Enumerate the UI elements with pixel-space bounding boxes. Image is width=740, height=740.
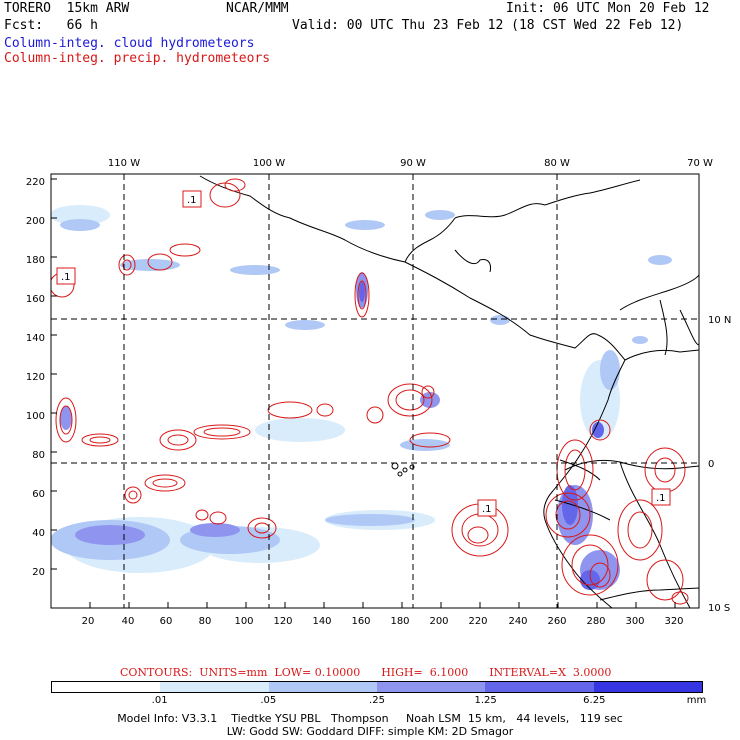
latitude-labels: 10 N 0 10 S — [708, 315, 731, 614]
contour-info: CONTOURS: UNITS=mm LOW= 0.10000 HIGH= 6.… — [120, 666, 612, 679]
color-scale-labels: .01 .05 .25 1.25 6.25 mm — [51, 695, 707, 707]
contour-label: .1 — [482, 504, 492, 515]
lon-label: 80 W — [544, 158, 570, 169]
field-precip-label: Column-integ. precip. hydrometeors — [4, 51, 271, 66]
contour-label-box: .1 — [477, 499, 497, 517]
x-tick-label: 40 — [122, 616, 135, 627]
x-tick-label: 300 — [625, 616, 644, 627]
y-tick-label: 80 — [32, 450, 45, 461]
y-tick-label: 220 — [26, 177, 45, 188]
scale-segment — [485, 682, 594, 692]
lat-label: 10 N — [708, 315, 731, 326]
lon-label: 70 W — [687, 158, 713, 169]
scale-segment — [160, 682, 269, 692]
scale-segment — [52, 682, 161, 692]
contour-label-boxes: .1 .1 .1 .1 — [56, 190, 671, 517]
lon-label: 90 W — [400, 158, 426, 169]
y-axis-labels: 20 40 60 80 100 120 140 160 180 200 220 — [26, 177, 45, 578]
contour-label: .1 — [61, 272, 71, 283]
y-tick-label: 200 — [26, 216, 45, 227]
y-tick-label: 100 — [26, 411, 45, 422]
lon-label: 100 W — [253, 158, 285, 169]
y-tick-label: 180 — [26, 255, 45, 266]
y-tick-label: 20 — [32, 567, 45, 578]
x-tick-label: 160 — [351, 616, 370, 627]
field-cloud-label: Column-integ. cloud hydrometeors — [4, 36, 255, 51]
x-axis-labels: 20 40 60 80 100 120 140 160 180 200 220 … — [82, 616, 684, 627]
valid-time: Valid: 00 UTC Thu 23 Feb 12 (18 CST Wed … — [292, 18, 684, 33]
init-time: Init: 06 UTC Mon 20 Feb 12 — [506, 1, 710, 16]
scale-label: .25 — [369, 695, 385, 706]
scale-segment — [376, 682, 486, 692]
x-tick-label: 180 — [390, 616, 409, 627]
latlon-grid — [51, 174, 699, 608]
contour-label-box: .1 — [182, 190, 202, 208]
x-tick-label: 320 — [664, 616, 683, 627]
x-tick-label: 240 — [508, 616, 527, 627]
contour-label-box: .1 — [651, 488, 671, 506]
x-tick-label: 20 — [82, 616, 95, 627]
contour-label: .1 — [187, 195, 197, 206]
lat-label: 10 S — [708, 603, 730, 614]
y-tick-label: 160 — [26, 294, 45, 305]
scale-label: 1.25 — [474, 695, 497, 706]
longitude-labels: 110 W 100 W 90 W 80 W 70 W — [108, 158, 713, 169]
model-title: TORERO 15km ARW — [4, 1, 130, 16]
center-label: NCAR/MMM — [226, 1, 289, 16]
y-tick-label: 120 — [26, 372, 45, 383]
x-tick-label: 80 — [199, 616, 212, 627]
scale-unit: mm — [686, 695, 707, 706]
scale-label: 6.25 — [583, 695, 606, 706]
y-tick-label: 60 — [32, 489, 45, 500]
x-tick-label: 100 — [234, 616, 253, 627]
coastlines — [199, 175, 699, 608]
x-tick-label: 200 — [429, 616, 448, 627]
scale-segment — [593, 682, 702, 692]
precip-contours — [51, 178, 689, 605]
y-tick-label: 40 — [32, 528, 45, 539]
axis-ticks — [50, 178, 676, 609]
color-scale-bar — [51, 681, 703, 693]
lat-label: 0 — [708, 459, 714, 470]
y-tick-label: 140 — [26, 333, 45, 344]
x-tick-label: 220 — [468, 616, 487, 627]
model-info-line2: LW: Godd SW: Goddard DIFF: simple KM: 2D… — [226, 725, 514, 738]
scale-segment — [268, 682, 377, 692]
scale-label: .01 — [151, 695, 168, 706]
x-tick-label: 140 — [312, 616, 331, 627]
x-tick-label: 280 — [586, 616, 605, 627]
x-tick-label: 120 — [273, 616, 292, 627]
contour-label-box: .1 — [56, 267, 76, 285]
map-frame — [50, 173, 700, 609]
cloud-shading — [51, 205, 672, 590]
scale-label: .05 — [260, 695, 277, 706]
lon-label: 110 W — [108, 158, 140, 169]
x-tick-label: 60 — [160, 616, 173, 627]
x-tick-label: 260 — [547, 616, 566, 627]
model-info-line1: Model Info: V3.3.1 Tiedtke YSU PBL Thomp… — [117, 712, 623, 725]
forecast-hour: Fcst: 66 h — [4, 18, 98, 33]
contour-label: .1 — [656, 493, 666, 504]
